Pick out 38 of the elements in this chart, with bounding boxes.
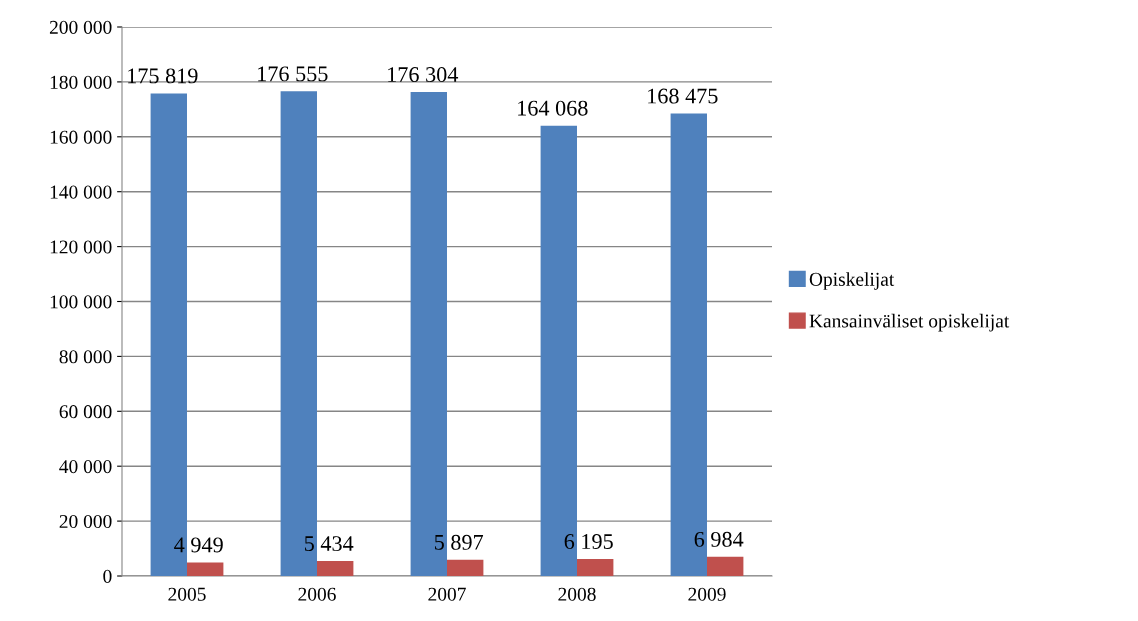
y-tick-label: 20 000 <box>59 514 112 529</box>
data-label: 164 068 <box>518 100 588 116</box>
bar <box>317 561 354 576</box>
bar <box>410 92 447 576</box>
legend-label: Opiskelijat <box>809 272 895 290</box>
x-tick-label: 2009 <box>688 587 726 601</box>
y-tick-label: 0 <box>103 569 112 583</box>
data-label: 176 304 <box>388 67 459 83</box>
bar <box>670 113 707 576</box>
data-label: 176 555 <box>258 66 328 82</box>
legend-label: Kansainväliset opiskelijat <box>809 313 1010 332</box>
y-tick-label: 180 000 <box>50 75 112 89</box>
data-label: 175 819 <box>128 68 198 84</box>
data-label: 5 897 <box>434 534 484 550</box>
data-label: 4 949 <box>174 537 223 553</box>
x-tick-label: 2008 <box>558 587 596 601</box>
y-tick-label: 100 000 <box>50 295 112 309</box>
y-tick-label: 160 000 <box>50 130 112 144</box>
y-tick-label: 200 000 <box>49 20 112 34</box>
y-tick-label: 80 000 <box>59 350 112 364</box>
x-tick-label: 2006 <box>298 587 336 601</box>
data-label: 6 984 <box>694 531 744 547</box>
bar <box>540 125 577 576</box>
bar <box>187 562 224 576</box>
y-tick-label: 60 000 <box>59 405 112 419</box>
x-tick-label: 2005 <box>168 587 206 601</box>
bar <box>447 559 484 576</box>
y-tick-label: 140 000 <box>50 185 112 199</box>
data-label: 168 475 <box>648 88 718 104</box>
data-label: 5 434 <box>304 536 354 552</box>
y-tick-label: 120 000 <box>50 240 112 254</box>
bar <box>280 91 317 576</box>
bar <box>707 556 744 576</box>
data-label: 6 195 <box>564 534 613 549</box>
y-tick-label: 40 000 <box>59 460 112 474</box>
bar <box>150 93 187 576</box>
x-tick-label: 2007 <box>428 587 466 601</box>
bar <box>577 558 614 576</box>
